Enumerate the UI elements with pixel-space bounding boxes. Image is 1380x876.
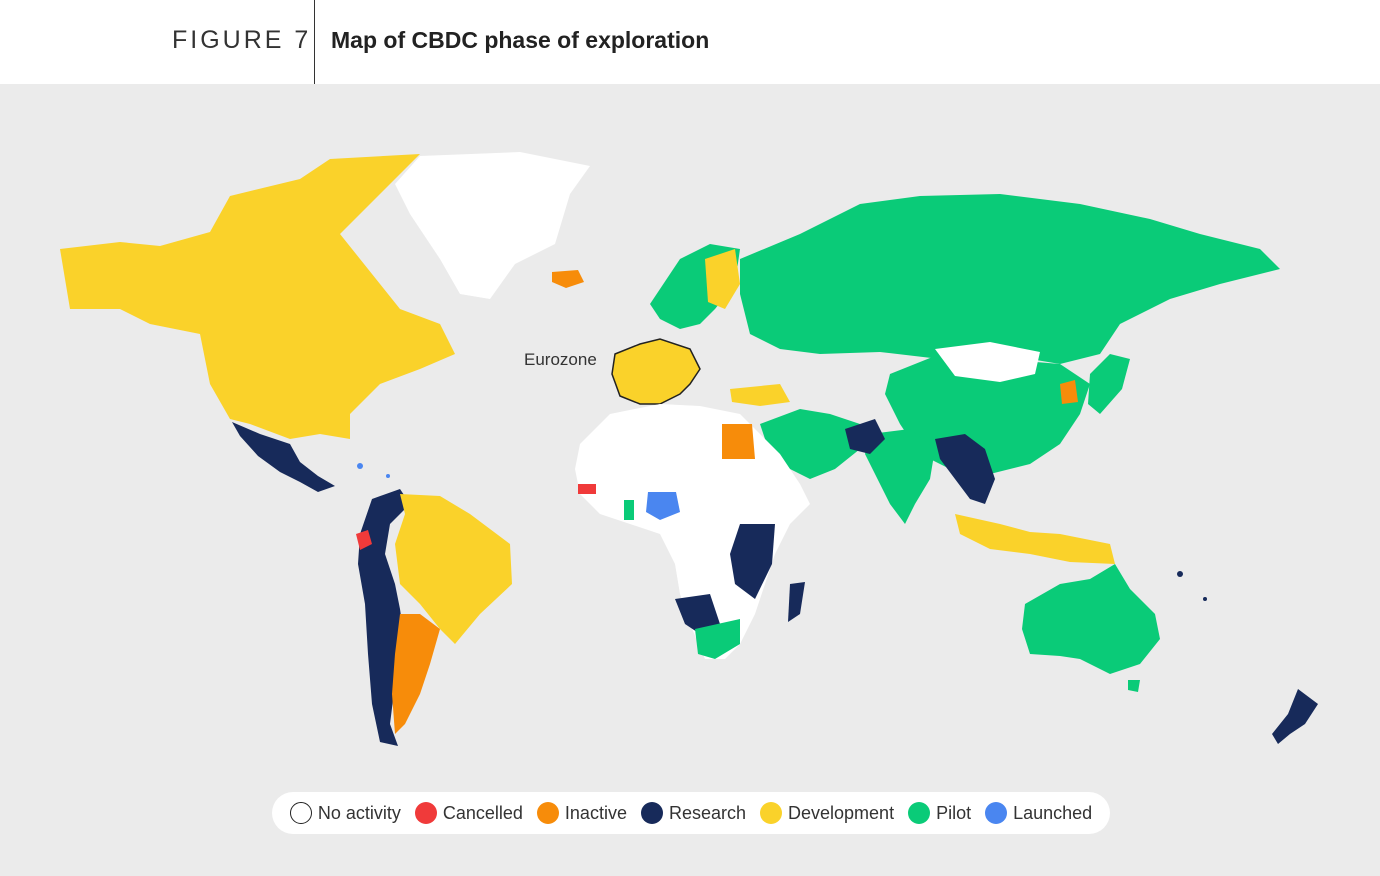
legend-label: No activity — [317, 802, 401, 823]
region-turkey — [730, 384, 790, 406]
region-caribbean-2 — [386, 474, 390, 478]
region-indonesia — [955, 514, 1115, 564]
legend-swatch — [289, 802, 312, 824]
region-senegal — [578, 484, 596, 494]
region-india — [865, 429, 935, 524]
legend-label: Launched — [1013, 802, 1093, 823]
legend-label: Cancelled — [442, 802, 523, 823]
region-brazil — [395, 494, 512, 644]
region-pacific-islands — [1177, 571, 1183, 577]
region-caribbean — [357, 463, 363, 469]
figure-header: FIGURE 7 Map of CBDC phase of exploratio… — [0, 0, 1380, 84]
legend-label: Development — [788, 802, 895, 823]
world-map: Eurozone No activity Cancelled Inactive Res… — [0, 84, 1380, 876]
region-south-america-west — [358, 489, 410, 746]
region-greenland — [395, 152, 590, 299]
legend-swatch — [536, 802, 559, 824]
legend-swatch — [985, 802, 1008, 824]
region-new-zealand — [1272, 689, 1318, 744]
region-north-america — [60, 154, 455, 439]
legend-swatch — [760, 802, 783, 824]
region-ecuador — [356, 530, 372, 550]
region-argentina — [392, 614, 440, 734]
legend-item: Research — [640, 802, 747, 824]
region-southern-africa — [675, 594, 720, 634]
region-southeast-asia — [935, 434, 995, 504]
header-divider — [314, 0, 315, 84]
legend-item: Inactive — [536, 802, 627, 824]
legend-item: Launched — [985, 802, 1092, 824]
legend-swatch — [908, 802, 931, 824]
region-mexico — [232, 422, 335, 492]
eurozone-label: Eurozone — [524, 350, 597, 369]
legend: No activity Cancelled Inactive Research Deve… — [272, 792, 1110, 834]
region-japan — [1088, 354, 1130, 414]
world-map-svg — [60, 152, 1318, 746]
region-pakistan — [845, 419, 885, 454]
region-russia — [740, 194, 1280, 364]
legend-label: Pilot — [936, 802, 972, 823]
legend-label: Inactive — [564, 802, 627, 823]
legend-swatch — [414, 802, 437, 824]
region-east-africa — [730, 524, 775, 599]
region-pacific-islands-2 — [1203, 597, 1207, 601]
region-ghana — [624, 500, 634, 520]
region-madagascar — [788, 582, 805, 622]
region-iceland — [552, 270, 584, 288]
region-europe — [611, 338, 701, 405]
region-tasmania — [1128, 680, 1140, 692]
figure-title: Map of CBDC phase of exploration — [331, 27, 710, 53]
legend-label: Research — [668, 802, 747, 823]
region-egypt — [722, 424, 755, 459]
region-mongolia — [935, 342, 1040, 382]
region-nigeria — [646, 492, 680, 520]
region-finland — [705, 249, 740, 309]
figure-label: FIGURE 7 — [172, 26, 312, 54]
legend-item: Pilot — [908, 802, 971, 824]
legend-swatch — [640, 802, 663, 824]
region-south-africa — [695, 619, 740, 659]
legend-item: No activity — [289, 802, 401, 824]
legend-item: Cancelled — [414, 802, 523, 824]
region-north-korea — [1060, 380, 1078, 404]
legend-item: Development — [760, 802, 894, 824]
region-australia — [1022, 564, 1160, 674]
